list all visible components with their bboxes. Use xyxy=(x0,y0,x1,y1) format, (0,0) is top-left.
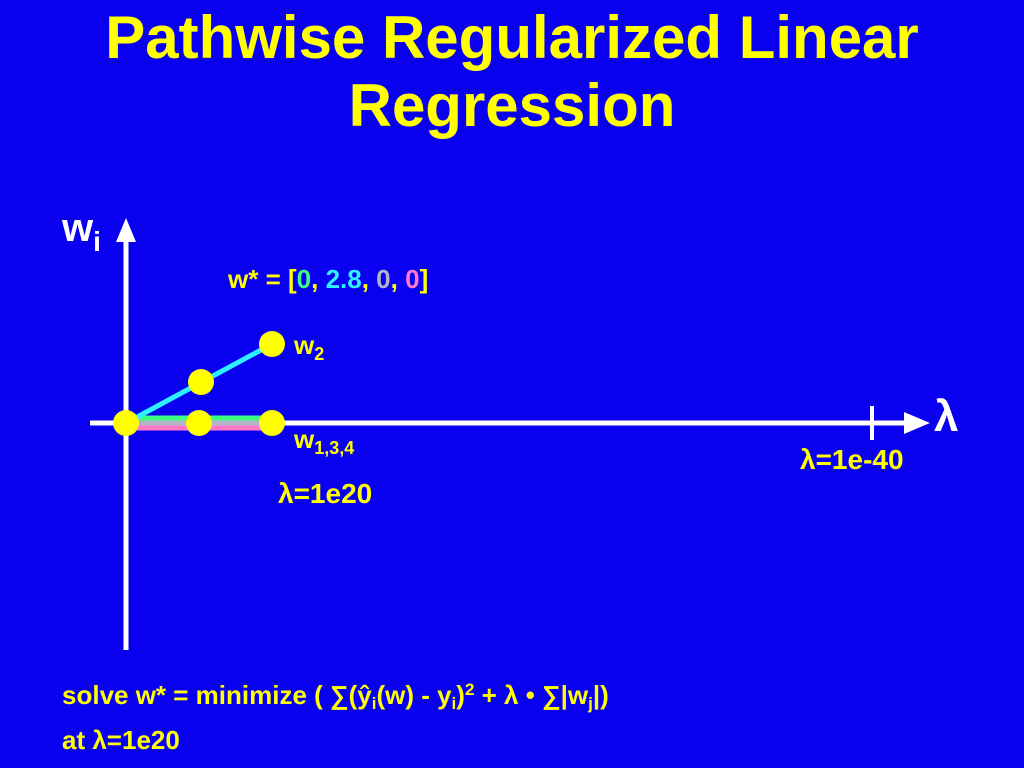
wstar-value-4: 0 xyxy=(405,264,420,294)
w134-label: w1,3,4 xyxy=(294,424,354,459)
x-axis-arrowhead xyxy=(904,412,930,434)
path-point-w134-mid xyxy=(186,410,212,436)
formula-line-1: solve w* = minimize ( ∑(ŷi(w) - yi)2 + λ… xyxy=(62,672,609,722)
formula-part-5: |) xyxy=(592,680,609,710)
wstar-sep-3: , xyxy=(390,264,406,294)
formula-sup-2: 2 xyxy=(464,680,475,699)
slide-title: Pathwise Regularized Linear Regression xyxy=(0,4,1024,140)
path-point-w134-end xyxy=(259,410,285,436)
y-axis-label-sub: i xyxy=(93,226,101,257)
objective-formula: solve w* = minimize ( ∑(ŷi(w) - yi)2 + λ… xyxy=(62,672,609,758)
formula-part-4: + λ • ∑|w xyxy=(474,680,589,710)
wstar-sep-2: , xyxy=(361,264,377,294)
wstar-suffix: ] xyxy=(419,264,429,294)
lambda-high-label: λ=1e20 xyxy=(278,478,373,509)
y-axis-label: wi xyxy=(62,206,101,258)
wstar-value-2: 2.8 xyxy=(325,264,362,294)
y-axis-label-main: w xyxy=(62,206,94,250)
path-point-w2-end xyxy=(259,331,285,357)
w2-label: w2 xyxy=(294,330,324,365)
wstar-prefix: w* = [ xyxy=(228,264,297,294)
wstar-value-3: 0 xyxy=(376,264,391,294)
formula-sub-j: j xyxy=(588,694,593,713)
x-axis-label: λ xyxy=(934,392,959,441)
wstar-value-1: 0 xyxy=(296,264,312,294)
title-line-1: Pathwise Regularized Linear xyxy=(105,4,919,71)
formula-part-3: ) xyxy=(456,680,465,710)
w2-label-main: w xyxy=(294,330,315,360)
w2-label-sub: 2 xyxy=(314,344,325,364)
y-axis-arrowhead xyxy=(116,218,136,242)
wstar-vector: w* = [0, 2.8, 0, 0] xyxy=(228,264,428,295)
w134-label-sub: 1,3,4 xyxy=(314,438,355,458)
path-point-w2-mid xyxy=(188,369,214,395)
lambda-low-label: λ=1e-40 xyxy=(800,444,904,475)
path-point-origin xyxy=(113,410,139,436)
w134-label-main: w xyxy=(294,424,315,454)
formula-line-2: at λ=1e20 xyxy=(62,725,180,755)
formula-part-2: (w) - y xyxy=(376,680,452,710)
formula-sub-i1: i xyxy=(371,694,377,713)
title-line-2: Regression xyxy=(348,72,676,139)
formula-part-1: solve w* = minimize ( ∑(ŷ xyxy=(62,680,372,710)
formula-sub-i2: i xyxy=(451,694,457,713)
wstar-sep-1: , xyxy=(311,264,326,294)
